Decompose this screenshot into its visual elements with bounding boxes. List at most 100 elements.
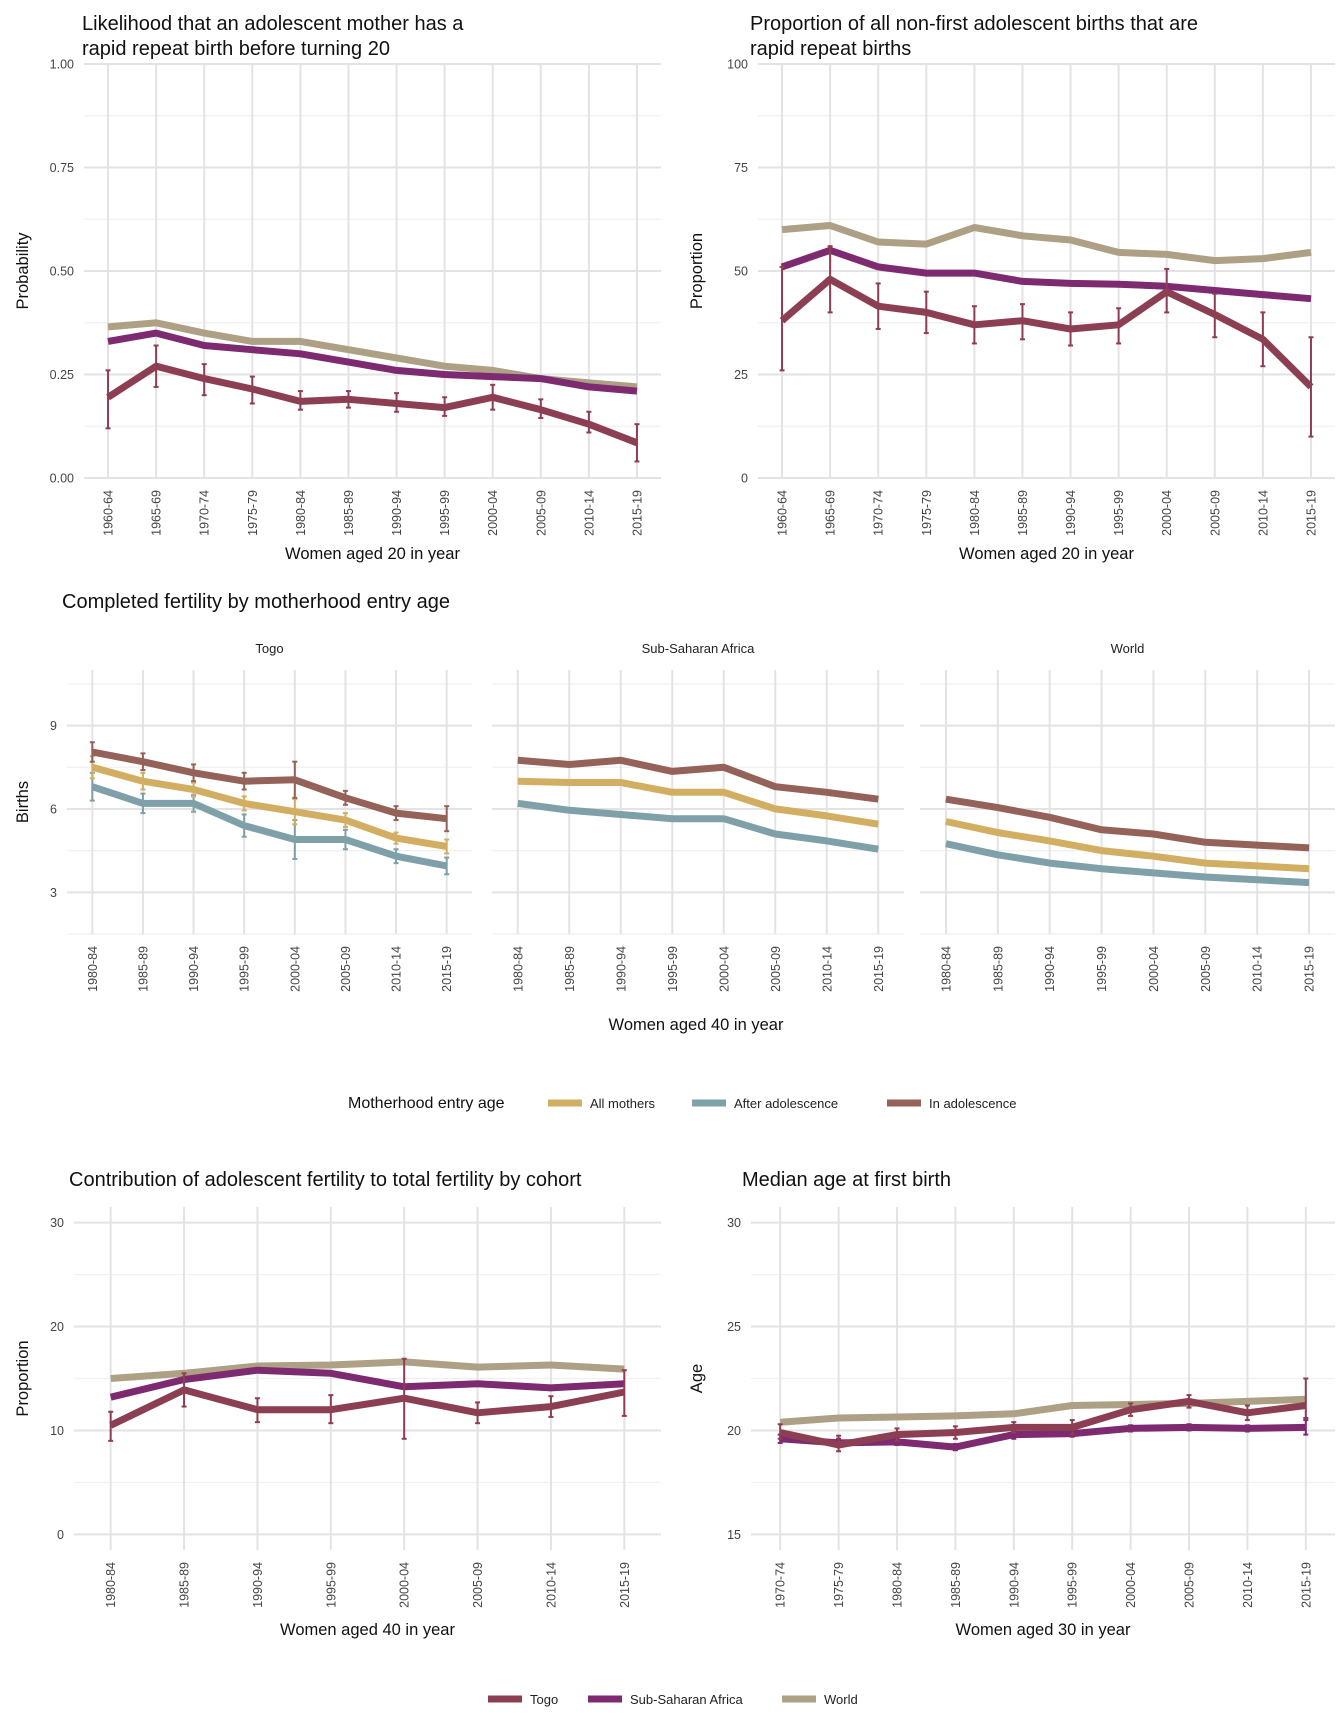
- legend-label-world: World: [824, 1692, 858, 1707]
- legend-label-all-mothers: All mothers: [590, 1096, 656, 1111]
- x-tick-label-completed-togo: 1985-89: [136, 946, 150, 992]
- x-tick-label-completed-world: 1990-94: [1043, 946, 1057, 992]
- x-tick-label-completed-sub-saharan-africa: 1995-99: [666, 946, 680, 992]
- facet-label-togo: Togo: [255, 641, 283, 656]
- chart-title-completed-fertility: Completed fertility by motherhood entry …: [62, 591, 450, 613]
- x-axis-title-rapid-prop: Women aged 20 in year: [959, 545, 1134, 563]
- chart-title-rapid-prob-line1: Likelihood that an adolescent mother has…: [82, 13, 464, 35]
- legend-item-togo: Togo: [488, 1692, 558, 1707]
- y-tick-label-contribution: 0: [57, 1528, 64, 1542]
- x-tick-label-completed-togo: 2010-14: [390, 946, 404, 992]
- x-tick-label-rapid-prob: 1985-89: [342, 490, 356, 536]
- x-tick-label-rapid-prop: 1980-84: [968, 490, 982, 536]
- series-line-after-adolescence-completed-sub-saharan-africa: [517, 799, 879, 853]
- x-tick-label-median: 1975-79: [832, 1562, 846, 1608]
- y-tick-label-rapid-prop: 75: [734, 161, 748, 175]
- x-tick-label-rapid-prop: 1965-69: [824, 490, 838, 536]
- plot-median-age-first-birth: 15 20 25 30 1970-74 1975-79 1980-84 1985-89 1990…: [688, 1207, 1335, 1639]
- x-tick-label-median: 1970-74: [774, 1562, 788, 1608]
- y-tick-label-completed-togo: 3: [50, 886, 57, 900]
- legend-countries: Togo Sub-Saharan Africa World: [488, 1692, 858, 1707]
- x-tick-label-completed-sub-saharan-africa: 1985-89: [563, 946, 577, 992]
- x-tick-label-contribution: 1980-84: [104, 1562, 118, 1608]
- x-tick-label-rapid-prop: 1990-94: [1064, 490, 1078, 536]
- y-tick-label-rapid-prop: 100: [727, 58, 748, 72]
- y-tick-label-median: 20: [727, 1424, 741, 1438]
- facet-togo: Togo 3 6 9 1980-84 1985-89 1990-94 1995-99 2000-…: [14, 641, 472, 992]
- y-axis-title-completed-togo: Births: [14, 781, 32, 823]
- x-tick-label-rapid-prop: 1975-79: [920, 490, 934, 536]
- legend-label-after-adolescence: After adolescence: [734, 1096, 838, 1111]
- x-tick-label-completed-sub-saharan-africa: 2005-09: [769, 946, 783, 992]
- x-tick-label-contribution: 1985-89: [178, 1562, 192, 1608]
- series-line-in-adolescence-completed-sub-saharan-africa: [517, 756, 879, 803]
- x-tick-label-rapid-prop: 2010-14: [1256, 490, 1270, 536]
- series-line-sub-saharan-africa-rapid-prob: [107, 329, 638, 395]
- y-tick-label-rapid-prob: 0.75: [50, 161, 74, 175]
- x-tick-label-completed-world: 1995-99: [1095, 946, 1109, 992]
- series-line-in-adolescence-completed-world: [945, 795, 1310, 852]
- x-axis-title-contribution: Women aged 40 in year: [280, 1621, 455, 1639]
- x-tick-label-rapid-prob: 2000-04: [486, 490, 500, 536]
- y-tick-label-rapid-prob: 0.50: [50, 265, 74, 279]
- x-tick-label-completed-world: 1985-89: [991, 946, 1005, 992]
- facet-label-world: World: [1111, 641, 1145, 656]
- x-tick-label-rapid-prob: 1970-74: [198, 490, 212, 536]
- y-tick-label-contribution: 30: [50, 1216, 64, 1230]
- x-tick-label-median: 1980-84: [891, 1562, 905, 1608]
- chart-title-rapid-prop-line1: Proportion of all non-first adolescent b…: [750, 13, 1198, 35]
- x-tick-label-completed-world: 2005-09: [1199, 946, 1213, 992]
- x-tick-label-completed-togo: 1980-84: [86, 946, 100, 992]
- chart-title-median-age: Median age at first birth: [742, 1169, 951, 1191]
- x-tick-label-rapid-prop: 2015-19: [1304, 490, 1318, 536]
- y-tick-label-rapid-prop: 50: [734, 265, 748, 279]
- series-line-togo-median: [779, 1397, 1307, 1449]
- x-tick-label-rapid-prob: 1995-99: [438, 490, 452, 536]
- facet-sub-saharan-africa: Sub-Saharan Africa 1980-84 1985-89 1990-94 1…: [492, 641, 904, 992]
- x-tick-label-median: 1985-89: [949, 1562, 963, 1608]
- series-line-togo-rapid-prop: [779, 275, 1314, 390]
- series-line-world-contribution: [110, 1358, 625, 1382]
- y-axis-title-rapid-prop: Proportion: [688, 233, 706, 309]
- x-tick-label-median: 2010-14: [1241, 1562, 1255, 1608]
- x-tick-label-contribution: 2005-09: [471, 1562, 485, 1608]
- x-tick-label-rapid-prob: 1980-84: [294, 490, 308, 536]
- legend-label-in-adolescence: In adolescence: [929, 1096, 1016, 1111]
- x-tick-label-median: 2015-19: [1299, 1562, 1313, 1608]
- x-tick-label-completed-sub-saharan-africa: 2000-04: [717, 946, 731, 992]
- x-tick-label-completed-world: 2015-19: [1303, 946, 1317, 992]
- y-tick-label-completed-togo: 9: [50, 719, 57, 733]
- plot-rapid-repeat-proportion: 0 25 50 75 100 1960-64 1965-69 1970-74 1975-79 19…: [688, 58, 1335, 563]
- y-tick-label-median: 25: [727, 1320, 741, 1334]
- x-tick-label-rapid-prob: 1960-64: [102, 490, 116, 536]
- x-tick-label-contribution: 2000-04: [398, 1562, 412, 1608]
- x-tick-label-completed-togo: 2000-04: [288, 946, 302, 992]
- x-axis-title-median: Women aged 30 in year: [956, 1621, 1131, 1639]
- x-axis-title-rapid-prob: Women aged 20 in year: [285, 545, 460, 563]
- series-line-togo-contribution: [109, 1386, 625, 1429]
- chart-title-rapid-prob-line2: rapid repeat birth before turning 20: [82, 38, 390, 60]
- legend-item-after-adolescence: After adolescence: [692, 1096, 838, 1111]
- legend-item-world: World: [782, 1692, 858, 1707]
- y-tick-label-contribution: 10: [50, 1424, 64, 1438]
- y-tick-label-rapid-prop: 25: [734, 368, 748, 382]
- x-tick-label-median: 1995-99: [1066, 1562, 1080, 1608]
- y-tick-label-median: 30: [727, 1216, 741, 1230]
- x-tick-label-rapid-prob: 2015-19: [630, 490, 644, 536]
- x-tick-label-rapid-prob: 1990-94: [390, 490, 404, 536]
- x-tick-label-completed-sub-saharan-africa: 2010-14: [820, 946, 834, 992]
- plot-rapid-repeat-probability: 0.00 0.25 0.50 0.75 1.00 1960-64 1965-69 1970-7…: [14, 58, 661, 563]
- y-axis-title-median: Age: [688, 1364, 706, 1393]
- plot-completed-fertility: Togo 3 6 9 1980-84 1985-89 1990-94 1995-99 2000-…: [14, 641, 1335, 992]
- y-axis-title-contribution: Proportion: [14, 1340, 32, 1416]
- legend-label-togo: Togo: [530, 1692, 558, 1707]
- series-line-sub-saharan-africa-contribution: [109, 1366, 625, 1401]
- y-tick-label-rapid-prop: 0: [741, 472, 748, 486]
- x-tick-label-rapid-prop: 1970-74: [872, 490, 886, 536]
- legend-item-all-mothers: All mothers: [548, 1096, 656, 1111]
- x-axis-title-completed-fertility: Women aged 40 in year: [609, 1016, 784, 1034]
- x-tick-label-contribution: 2010-14: [544, 1562, 558, 1608]
- series-line-all-mothers-completed-togo: [91, 763, 448, 850]
- x-tick-label-completed-togo: 1995-99: [238, 946, 252, 992]
